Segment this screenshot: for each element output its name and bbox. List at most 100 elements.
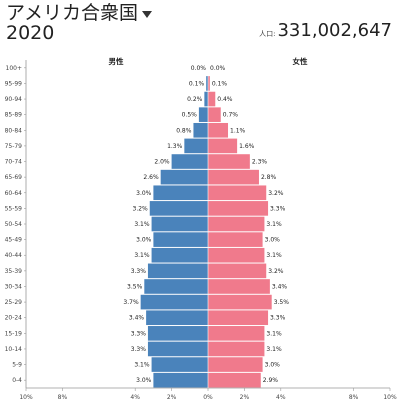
age-group-label: 90-94 bbox=[5, 96, 23, 103]
population-label: 人口: bbox=[259, 30, 276, 38]
female-bar bbox=[208, 232, 263, 247]
population-readout: 人口: 331,002,647 bbox=[259, 20, 392, 41]
female-bar bbox=[208, 357, 263, 372]
age-group-label: 0-4 bbox=[12, 377, 22, 384]
male-value-label: 3.0% bbox=[136, 377, 152, 384]
female-value-label: 2.8% bbox=[261, 174, 277, 181]
age-group-label: 65-69 bbox=[5, 174, 23, 181]
male-value-label: 3.3% bbox=[131, 268, 147, 275]
male-value-label: 0.5% bbox=[182, 112, 198, 119]
male-value-label: 3.1% bbox=[134, 362, 150, 369]
male-value-label: 0.1% bbox=[189, 80, 205, 87]
age-group-label: 100+ bbox=[6, 65, 22, 72]
age-group-label: 60-64 bbox=[5, 190, 23, 197]
age-group-label: 95-99 bbox=[5, 80, 23, 87]
female-bar bbox=[208, 247, 265, 263]
female-value-label: 3.5% bbox=[274, 299, 290, 306]
male-bar bbox=[160, 169, 208, 185]
age-group-label: 75-79 bbox=[5, 143, 23, 150]
female-value-label: 3.0% bbox=[265, 362, 281, 369]
x-tick-label: 8% bbox=[349, 394, 359, 401]
female-value-label: 2.9% bbox=[263, 377, 279, 384]
x-tick-label: 0% bbox=[203, 394, 213, 401]
female-bar bbox=[208, 154, 250, 169]
female-bar bbox=[208, 216, 265, 232]
female-value-label: 0.7% bbox=[223, 112, 239, 119]
age-group-label: 35-39 bbox=[5, 268, 23, 275]
age-group-label: 20-24 bbox=[5, 315, 23, 322]
male-bar bbox=[140, 294, 208, 310]
female-value-label: 3.4% bbox=[272, 283, 288, 290]
x-tick-label: 4% bbox=[276, 394, 286, 401]
female-value-label: 3.1% bbox=[266, 221, 282, 228]
male-bar bbox=[147, 326, 208, 341]
x-tick-label: 10% bbox=[383, 394, 397, 401]
x-tick-label: 10% bbox=[19, 394, 33, 401]
title-selector[interactable]: アメリカ合衆国 bbox=[6, 2, 153, 24]
female-value-label: 3.0% bbox=[265, 237, 281, 244]
female-value-label: 3.2% bbox=[268, 190, 284, 197]
female-bar bbox=[208, 169, 259, 185]
male-bar bbox=[151, 216, 208, 232]
female-value-label: 1.6% bbox=[239, 143, 255, 150]
male-value-label: 3.4% bbox=[129, 315, 145, 322]
female-bar bbox=[208, 76, 210, 91]
country-title[interactable]: アメリカ合衆国 bbox=[6, 2, 139, 24]
male-bar bbox=[153, 372, 208, 388]
population-pyramid-chart: 男性 女性 100+ 0.0% 0.0% 95-99 0.1% 0.1% 90-94 0.2% 0.… bbox=[5, 56, 397, 401]
male-value-label: 1.3% bbox=[167, 143, 183, 150]
age-group-label: 40-44 bbox=[5, 252, 23, 259]
age-group-label: 10-14 bbox=[5, 346, 23, 353]
age-group-label: 85-89 bbox=[5, 112, 23, 119]
male-value-label: 3.2% bbox=[133, 205, 149, 212]
age-group-label: 30-34 bbox=[5, 283, 23, 290]
male-bar bbox=[206, 76, 208, 91]
male-bar bbox=[151, 357, 208, 372]
male-value-label: 0.0% bbox=[191, 65, 207, 72]
age-group-label: 5-9 bbox=[12, 362, 22, 369]
age-group-label: 50-54 bbox=[5, 221, 23, 228]
male-bar bbox=[184, 138, 208, 154]
female-bar bbox=[208, 263, 267, 279]
female-value-label: 3.1% bbox=[266, 330, 282, 337]
male-series-label: 男性 bbox=[109, 56, 124, 66]
female-value-label: 0.1% bbox=[212, 80, 228, 87]
male-value-label: 0.2% bbox=[187, 96, 203, 103]
x-tick-label: 8% bbox=[58, 394, 68, 401]
male-value-label: 3.1% bbox=[134, 221, 150, 228]
x-tick-label: 2% bbox=[167, 394, 177, 401]
male-bar bbox=[153, 232, 208, 247]
male-bar bbox=[147, 341, 208, 357]
female-value-label: 0.0% bbox=[210, 65, 226, 72]
female-bar bbox=[208, 372, 261, 388]
age-group-label: 80-84 bbox=[5, 127, 23, 134]
male-value-label: 3.5% bbox=[127, 283, 143, 290]
female-value-label: 1.1% bbox=[230, 127, 246, 134]
male-bar bbox=[144, 279, 208, 294]
female-value-label: 3.3% bbox=[270, 205, 286, 212]
x-tick-label: 2% bbox=[240, 394, 250, 401]
female-bar bbox=[208, 310, 269, 326]
female-series-label: 女性 bbox=[293, 56, 308, 66]
age-group-label: 15-19 bbox=[5, 330, 23, 337]
male-value-label: 3.0% bbox=[136, 237, 152, 244]
caret-down-icon[interactable] bbox=[142, 11, 153, 18]
female-value-label: 3.3% bbox=[270, 315, 286, 322]
male-value-label: 0.8% bbox=[176, 127, 192, 134]
male-value-label: 3.3% bbox=[131, 330, 147, 337]
male-value-label: 3.1% bbox=[134, 252, 150, 259]
female-bar bbox=[208, 341, 265, 357]
male-value-label: 3.3% bbox=[131, 346, 147, 353]
female-value-label: 3.2% bbox=[268, 268, 284, 275]
male-bar bbox=[198, 107, 208, 122]
male-bar bbox=[171, 154, 208, 169]
female-value-label: 0.4% bbox=[217, 96, 233, 103]
female-bar bbox=[208, 201, 269, 216]
female-bar bbox=[208, 279, 270, 294]
female-bar bbox=[208, 294, 272, 310]
male-bar bbox=[151, 247, 208, 263]
female-bar bbox=[208, 107, 221, 122]
female-bar bbox=[208, 91, 216, 107]
female-value-label: 2.3% bbox=[252, 159, 268, 166]
male-bar bbox=[193, 122, 208, 138]
